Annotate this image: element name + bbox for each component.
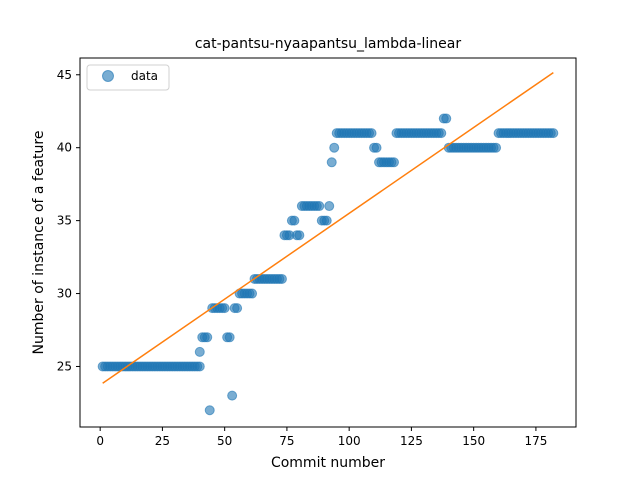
y-tick-label: 30 xyxy=(57,287,72,301)
data-point xyxy=(366,128,377,139)
data-points xyxy=(97,113,559,416)
data-point xyxy=(321,215,332,226)
data-point xyxy=(441,113,452,124)
y-tick-label: 45 xyxy=(57,68,72,82)
y-tick-label: 40 xyxy=(57,141,72,155)
data-point xyxy=(326,157,337,168)
x-tick-label: 150 xyxy=(462,434,485,448)
data-point xyxy=(314,201,325,212)
data-point xyxy=(548,128,559,139)
data-point xyxy=(194,346,205,357)
y-axis-ticks: 25 30 35 40 45 xyxy=(57,68,80,373)
fit-line xyxy=(102,71,554,384)
data-point xyxy=(329,142,340,153)
fit-line-layer xyxy=(102,71,554,384)
legend: data xyxy=(86,64,170,91)
legend-label: data xyxy=(131,69,158,83)
x-tick-label: 50 xyxy=(217,434,232,448)
data-point xyxy=(202,332,213,343)
legend-marker xyxy=(102,70,114,82)
x-tick-label: 175 xyxy=(524,434,547,448)
data-point xyxy=(247,288,258,299)
x-axis-label: Commit number xyxy=(271,455,385,471)
data-point xyxy=(289,215,300,226)
data-point xyxy=(194,361,205,372)
data-point xyxy=(276,273,287,284)
data-point xyxy=(371,142,382,153)
x-tick-label: 75 xyxy=(279,434,294,448)
x-tick-label: 125 xyxy=(400,434,423,448)
chart-title: cat-pantsu-nyaapantsu_lambda-linear xyxy=(195,36,462,52)
data-point xyxy=(491,142,502,153)
data-point xyxy=(219,303,230,314)
y-axis-label: Number of instance of a feature xyxy=(31,131,47,355)
plot-background xyxy=(80,58,576,427)
plot-frame xyxy=(79,57,577,428)
x-tick-label: 100 xyxy=(338,434,361,448)
data-point xyxy=(388,157,399,168)
data-point xyxy=(227,390,238,401)
data-point xyxy=(436,128,447,139)
x-tick-label: 25 xyxy=(155,434,170,448)
data-point xyxy=(232,303,243,314)
x-axis-ticks: 0 25 50 75 100 125 150 175 xyxy=(96,427,547,448)
plot-area: 0 25 50 75 100 125 150 175 25 30 35 40 45 xyxy=(57,57,577,448)
data-point xyxy=(204,405,215,416)
x-tick-label: 0 xyxy=(96,434,104,448)
y-tick-label: 35 xyxy=(57,214,72,228)
data-point xyxy=(324,201,335,212)
data-point xyxy=(224,332,235,343)
data-point xyxy=(294,230,305,241)
y-tick-label: 25 xyxy=(57,359,72,373)
